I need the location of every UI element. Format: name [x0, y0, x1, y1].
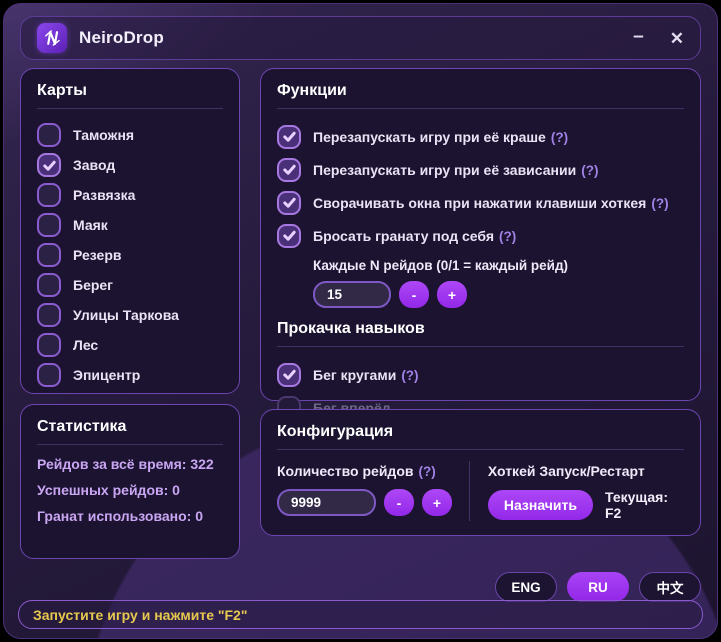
- functions-title: Функции: [277, 82, 684, 109]
- checkmark-icon: [282, 131, 296, 142]
- language-button-zh[interactable]: 中文: [639, 572, 701, 602]
- function-label: Перезапускать игру при её краше (?): [313, 128, 569, 145]
- checkbox-checked[interactable]: [277, 124, 301, 149]
- window-controls: – ✕: [633, 25, 684, 48]
- close-button[interactable]: ✕: [669, 28, 684, 48]
- map-label: Берег: [73, 277, 114, 293]
- checkmark-icon: [282, 230, 296, 241]
- map-label: Резерв: [73, 247, 122, 263]
- checkbox-checked[interactable]: [37, 153, 61, 177]
- status-bar: Запустите игру и нажмите "F2": [18, 600, 703, 629]
- function-row-restart-on-freeze[interactable]: Перезапускать игру при её зависании (?): [277, 153, 684, 186]
- function-label: Бросать гранату под себя (?): [313, 227, 517, 244]
- minimize-button[interactable]: –: [633, 25, 644, 47]
- checkbox[interactable]: [37, 213, 61, 237]
- map-label: Эпицентр: [73, 367, 141, 383]
- statistics-panel: Статистика Рейдов за всё время: 322 Успе…: [20, 404, 240, 559]
- language-button-ru[interactable]: RU: [567, 572, 629, 602]
- checkbox[interactable]: [37, 273, 61, 297]
- grenade-interval-label: Каждые N рейдов (0/1 = каждый рейд): [313, 258, 569, 273]
- configuration-title: Конфигурация: [277, 423, 684, 450]
- function-row-throw-grenade[interactable]: Бросать гранату под себя (?): [277, 219, 684, 252]
- stat-total-raids: Рейдов за всё время: 322: [37, 456, 214, 472]
- map-label: Лес: [73, 337, 99, 353]
- raid-count-increment-button[interactable]: +: [422, 489, 452, 516]
- checkbox[interactable]: [37, 303, 61, 327]
- assign-hotkey-button[interactable]: Назначить: [487, 490, 593, 520]
- vertical-divider: [468, 461, 470, 521]
- map-label: Улицы Таркова: [73, 307, 179, 323]
- map-label: Таможня: [73, 127, 135, 143]
- grenade-interval-block: Каждые N рейдов (0/1 = каждый рейд) - +: [313, 258, 684, 308]
- grenade-interval-decrement-button[interactable]: -: [399, 281, 429, 308]
- map-label: Развязка: [73, 187, 136, 203]
- checkmark-icon: [282, 197, 296, 208]
- skill-row-run-in-circles[interactable]: Бег кругами (?): [277, 358, 684, 391]
- map-row-factory[interactable]: Завод: [37, 150, 223, 180]
- app-title: NeiroDrop: [79, 28, 164, 47]
- checkbox[interactable]: [37, 183, 61, 207]
- function-row-minimize-windows[interactable]: Сворачивать окна при нажатии клавиши хот…: [277, 186, 684, 219]
- hotkey-block: Хоткей Запуск/Рестарт Назначить Текущая:…: [487, 461, 684, 521]
- configuration-panel: Конфигурация Количество рейдов(?) - + Хо…: [260, 409, 701, 536]
- checkbox[interactable]: [37, 363, 61, 387]
- current-hotkey: Текущая: F2: [604, 489, 669, 521]
- map-row-streets[interactable]: Улицы Таркова: [37, 300, 223, 330]
- status-text: Запустите игру и нажмите "F2": [33, 606, 248, 623]
- map-label: Завод: [73, 157, 116, 173]
- grenade-interval-input[interactable]: [313, 281, 391, 308]
- hotkey-label: Хоткей Запуск/Рестарт: [487, 463, 645, 479]
- function-label: Сворачивать окна при нажатии клавиши хот…: [313, 194, 669, 211]
- help-icon[interactable]: (?): [581, 162, 599, 178]
- map-row-woods[interactable]: Лес: [37, 330, 223, 360]
- skill-label: Бег кругами (?): [313, 366, 419, 383]
- raid-count-block: Количество рейдов(?) - +: [277, 461, 469, 521]
- maps-title: Карты: [37, 82, 223, 109]
- map-label: Маяк: [73, 217, 108, 233]
- map-row-reserve[interactable]: Резерв: [37, 240, 223, 270]
- checkmark-icon: [42, 160, 56, 171]
- checkbox-checked[interactable]: [277, 223, 301, 248]
- checkbox[interactable]: [37, 123, 61, 147]
- stat-successful-raids: Успешных рейдов: 0: [37, 482, 180, 498]
- help-icon[interactable]: (?): [401, 367, 419, 383]
- checkmark-icon: [282, 369, 296, 380]
- raid-count-decrement-button[interactable]: -: [384, 489, 414, 516]
- checkbox[interactable]: [37, 333, 61, 357]
- statistics-title: Статистика: [37, 418, 223, 445]
- checkbox-checked[interactable]: [277, 157, 301, 182]
- map-row-epicenter[interactable]: Эпицентр: [37, 360, 223, 390]
- checkbox-checked[interactable]: [277, 362, 301, 387]
- grenade-interval-increment-button[interactable]: +: [437, 281, 467, 308]
- checkbox-checked[interactable]: [277, 190, 301, 215]
- functions-panel: Функции Перезапускать игру при её краше(…: [260, 68, 701, 420]
- map-row-shoreline[interactable]: Берег: [37, 270, 223, 300]
- help-icon[interactable]: (?): [418, 464, 436, 479]
- map-row-lighthouse[interactable]: Маяк: [37, 210, 223, 240]
- app-window: NeiroDrop – ✕ Карты Таможня Завод Развяз…: [3, 3, 718, 639]
- raid-count-label: Количество рейдов (?): [277, 463, 436, 479]
- function-row-restart-on-crash[interactable]: Перезапускать игру при её краше (?): [277, 120, 684, 153]
- map-row-customs[interactable]: Таможня: [37, 120, 223, 150]
- raid-count-input[interactable]: [277, 489, 376, 516]
- app-logo-icon: [37, 23, 67, 53]
- checkmark-icon: [282, 164, 296, 175]
- title-bar: NeiroDrop – ✕: [20, 16, 701, 60]
- checkbox[interactable]: [37, 243, 61, 267]
- help-icon[interactable]: (?): [651, 195, 669, 211]
- help-icon[interactable]: (?): [499, 228, 517, 244]
- maps-panel: Карты Таможня Завод Развязка Маяк Резерв…: [20, 68, 240, 394]
- map-row-interchange[interactable]: Развязка: [37, 180, 223, 210]
- help-icon[interactable]: (?): [550, 129, 569, 145]
- language-switcher: ENG RU 中文: [495, 572, 701, 602]
- skills-title: Прокачка навыков: [277, 320, 684, 347]
- language-button-eng[interactable]: ENG: [495, 572, 557, 602]
- stat-grenades-used: Гранат использовано: 0: [37, 508, 203, 524]
- function-label: Перезапускать игру при её зависании (?): [313, 161, 599, 178]
